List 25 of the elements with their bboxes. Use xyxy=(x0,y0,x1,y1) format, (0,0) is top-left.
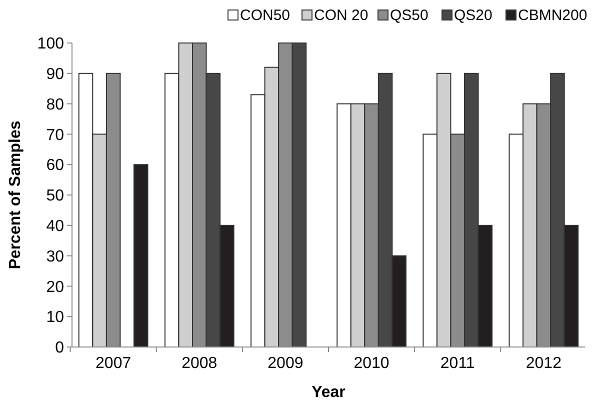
y-tick-label: 40 xyxy=(46,218,64,235)
x-tick-label: 2011 xyxy=(440,355,475,372)
y-tick-label: 0 xyxy=(55,340,64,357)
legend-label: QS20 xyxy=(454,7,492,24)
y-tick-label: 10 xyxy=(46,309,64,326)
y-tick-label: 50 xyxy=(46,188,64,205)
y-tick-label: 30 xyxy=(46,248,64,266)
y-axis-title: Percent of Samples xyxy=(7,120,24,270)
y-tick-label: 80 xyxy=(46,96,64,114)
x-tick-label: 2009 xyxy=(268,355,304,372)
x-axis-title: Year xyxy=(312,384,346,401)
x-tick-label: 2010 xyxy=(354,355,390,372)
x-tick-label: 2008 xyxy=(182,355,218,372)
y-tick-label: 20 xyxy=(46,278,64,296)
y-tick-label: 60 xyxy=(46,157,64,174)
legend-label: CON 20 xyxy=(314,7,368,24)
legend-label: CBMN200 xyxy=(518,7,588,24)
x-tick-label: 2012 xyxy=(526,355,562,372)
x-tick-label: 2007 xyxy=(96,355,132,372)
legend-label: QS50 xyxy=(390,7,428,24)
y-tick-label: 90 xyxy=(46,66,64,83)
bar xyxy=(133,164,148,348)
y-tick-label: 70 xyxy=(46,126,64,144)
y-tick-label: 100 xyxy=(37,36,64,53)
legend-label: CON50 xyxy=(240,7,290,24)
